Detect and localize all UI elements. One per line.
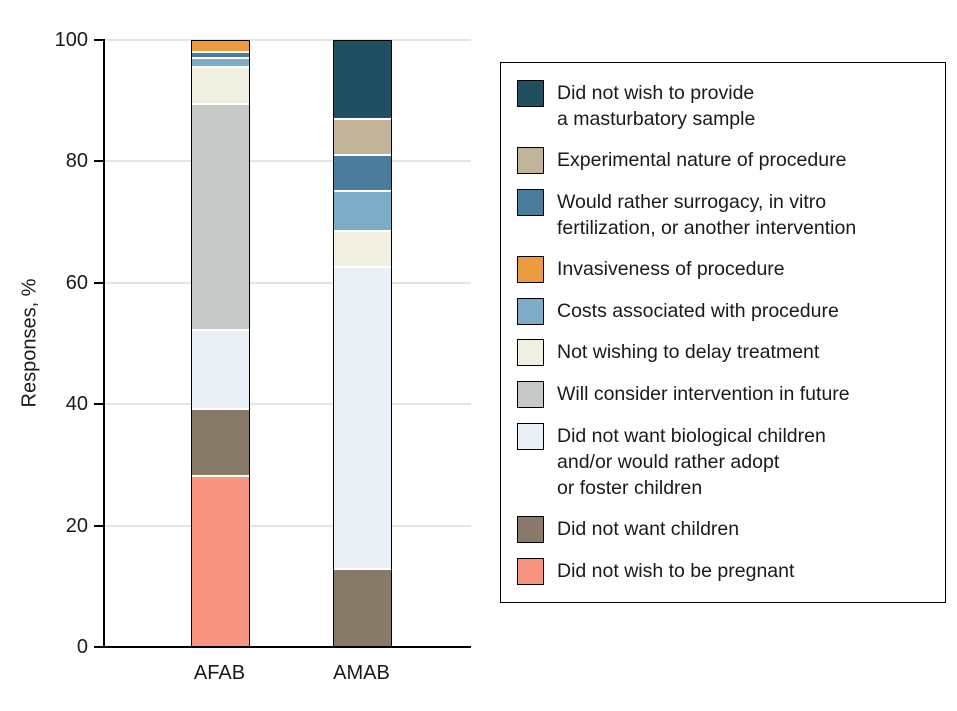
legend-item: Would rather surrogacy, in vitro fertili… [517, 188, 931, 241]
y-tick [94, 524, 103, 527]
y-tick-label: 80 [65, 150, 88, 173]
legend-item: Not wishing to delay treatment [517, 339, 931, 367]
bar-segment [192, 68, 249, 105]
legend-item: Invasiveness of procedure [517, 255, 931, 283]
legend-item: Did not want children [517, 516, 931, 543]
bar-segment [334, 155, 391, 193]
bar-segment [192, 331, 249, 411]
legend-item: Will consider intervention in future [517, 381, 931, 409]
y-tick-label: 0 [76, 636, 88, 658]
legend-label: Costs associated with procedure [557, 299, 839, 322]
legend-swatch [517, 255, 544, 283]
gridline-80 [105, 160, 471, 163]
y-axis-line [103, 39, 105, 648]
bar-amab [333, 40, 392, 647]
legend-swatch [517, 423, 544, 451]
y-tick-label: 60 [65, 271, 88, 294]
gridline-40 [105, 403, 471, 406]
bar-segment [334, 119, 391, 156]
bar-segment [192, 59, 249, 69]
bar-segment [192, 476, 249, 646]
y-tick-label: 100 [54, 29, 88, 51]
legend-swatch [517, 516, 544, 543]
legend-item: Experimental nature of procedure [517, 146, 931, 174]
y-tick [94, 39, 103, 41]
legend-item: Did not wish to be pregnant [517, 557, 931, 585]
y-tick [94, 160, 103, 163]
legend-item: Costs associated with procedure [517, 297, 931, 325]
bar-segment [334, 231, 391, 268]
legend-label: Did not wish to provide a masturbatory s… [557, 82, 756, 130]
legend-item: Did not want biological children and/or … [517, 423, 931, 501]
legend-item: Did not wish to provide a masturbatory s… [517, 80, 931, 132]
x-category-label: AFAB [193, 662, 246, 684]
legend-label: Did not wish to be pregnant [557, 559, 795, 582]
gridline-100 [105, 39, 471, 41]
legend-swatch [517, 381, 544, 409]
bar-segment [334, 192, 391, 232]
legend-label: Not wishing to delay treatment [557, 341, 820, 364]
bar-segment [192, 53, 249, 60]
bar-segment [192, 41, 249, 54]
legend-label: Did not want biological children and/or … [557, 425, 826, 500]
gridline-20 [105, 524, 471, 527]
legend-label: Will consider intervention in future [557, 383, 850, 406]
y-tick [94, 403, 103, 406]
legend-label: Did not want children [557, 518, 740, 540]
x-category-label: AMAB [333, 662, 390, 684]
bar-segment [192, 410, 249, 477]
bar-segment [334, 570, 391, 646]
legend-swatch [517, 297, 544, 325]
bar-segment [334, 267, 391, 571]
y-tick-label: 40 [65, 393, 88, 416]
y-axis-title: Responses, % [18, 278, 41, 408]
legend-label: Invasiveness of procedure [557, 257, 785, 280]
y-tick [94, 281, 103, 284]
legend-swatch [517, 557, 544, 585]
gridline-60 [105, 281, 471, 284]
legend-swatch [517, 188, 544, 216]
legend-label: Would rather surrogacy, in vitro fertili… [557, 190, 857, 239]
bar-segment [192, 104, 249, 332]
y-tick [94, 646, 103, 648]
legend-label: Experimental nature of procedure [557, 148, 847, 171]
legend-swatch [517, 339, 544, 367]
x-axis-line [103, 646, 471, 648]
bar-segment [334, 41, 391, 120]
y-tick-label: 20 [65, 514, 88, 537]
legend-swatch [517, 146, 544, 174]
plot-area: 0 20 40 60 80 100 AFAB AMAB [55, 30, 471, 684]
legend: Did not wish to provide a masturbatory s… [500, 62, 946, 603]
legend-swatch [517, 80, 544, 107]
bar-afab [191, 40, 250, 647]
